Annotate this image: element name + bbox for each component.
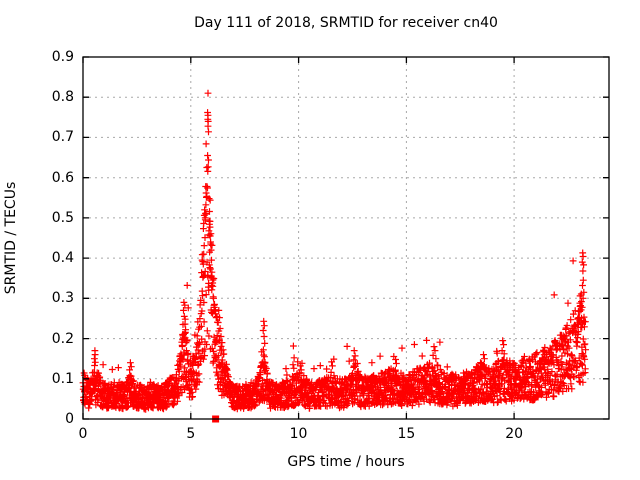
chart-title: Day 111 of 2018, SRMTID for receiver cn4… bbox=[194, 15, 498, 31]
x-tick-label: 10 bbox=[289, 426, 308, 442]
x-tick-label: 15 bbox=[397, 426, 416, 442]
y-tick-label: 0.3 bbox=[51, 290, 74, 307]
y-tick-label: 0.2 bbox=[51, 330, 74, 347]
y-tick-label: 0 bbox=[65, 411, 74, 427]
y-tick-label: 0.4 bbox=[51, 250, 74, 267]
y-tick-label: 0.5 bbox=[51, 209, 74, 226]
y-tick-label: 0.7 bbox=[51, 129, 74, 146]
x-tick-label: 0 bbox=[78, 426, 88, 442]
x-axis-label: GPS time / hours bbox=[287, 454, 405, 470]
y-tick-label: 0.8 bbox=[51, 89, 74, 106]
grid-lines bbox=[83, 57, 609, 419]
y-tick-label: 0.9 bbox=[51, 49, 74, 65]
scatter-points bbox=[79, 89, 589, 413]
y-tick-label: 0.6 bbox=[51, 169, 74, 186]
x-tick-label: 5 bbox=[186, 426, 196, 442]
plot-border bbox=[82, 56, 610, 420]
tick-marks bbox=[82, 56, 609, 420]
y-tick-label: 0.1 bbox=[51, 370, 74, 387]
x-tick-label: 20 bbox=[505, 426, 524, 442]
